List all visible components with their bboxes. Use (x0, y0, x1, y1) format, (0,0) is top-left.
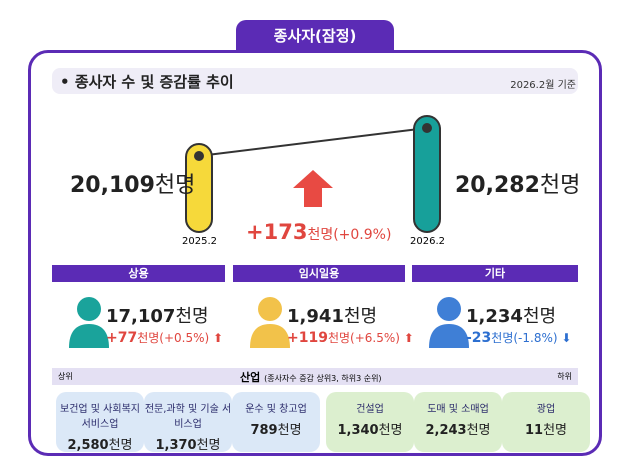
industry-card: 건설업 1,340천명 (326, 392, 414, 452)
industry-card: 도매 및 소매업 2,243천명 (414, 392, 502, 452)
text: 2,580 (67, 438, 109, 453)
text: 도매 및 소매업 (427, 404, 489, 415)
text: 1,941 (287, 306, 344, 327)
tab: 종사자(잠정) (236, 20, 394, 52)
dot (422, 123, 432, 133)
text: 1,234 (466, 306, 523, 327)
period: 2025.2 (182, 236, 217, 247)
basis: 2026.2월 기준 (510, 80, 576, 91)
bottom-label: 하위 (557, 372, 572, 381)
text: 건설업 (356, 404, 384, 415)
dot (194, 151, 204, 161)
text: 운수 및 창고업 (245, 404, 307, 415)
text: 789 (250, 423, 278, 438)
text: 산업 (240, 371, 261, 384)
left-value: 20,109천명 (70, 167, 195, 199)
text: 천명 (108, 438, 133, 453)
person-icon (69, 297, 109, 348)
group-change: +77천명(+0.5%) ⬆ (106, 330, 224, 346)
title: 종사자 수 및 증감률 추이 (74, 73, 234, 91)
text: 11 (524, 423, 544, 438)
total-change: +173천명(+0.9%) (246, 220, 391, 244)
text: 천명 (277, 423, 302, 438)
group-header: 임시일용 (233, 265, 405, 282)
header-title: • 종사자 수 및 증감률 추이 (60, 73, 234, 91)
text: 천명 (196, 438, 221, 453)
industry-card: 운수 및 창고업 789천명 (232, 392, 320, 452)
text: 천명 (522, 306, 557, 327)
industry-card: 광업 11천명 (502, 392, 590, 452)
top-label: 상위 (58, 372, 73, 381)
text: 천명 (539, 173, 581, 198)
text: (종사자수 증감 상위3, 하위3 순위) (264, 374, 382, 383)
text: 전문,과학 및 기술 서비스업 (144, 404, 232, 430)
text: +173 (246, 220, 308, 244)
text: 천명(-1.8%) (491, 331, 558, 345)
right-value: 20,282천명 (455, 167, 580, 199)
group-change: -23천명(-1.8%) ⬇ (466, 330, 572, 346)
industry-bar (52, 368, 578, 385)
person-icon (250, 297, 290, 348)
industry-card: 보건업 및 사회복지 서비스업 2,580천명 (56, 392, 144, 453)
group-value: 1,941천명 (287, 302, 377, 328)
text: -23 (466, 330, 492, 346)
group-change: +119천명(+6.5%) ⬆ (287, 330, 414, 346)
group-value: 1,234천명 (466, 302, 556, 328)
text: 천명 (175, 306, 209, 327)
pillar-right (413, 115, 441, 233)
text: 1,340 (337, 423, 379, 438)
text: 천명 (543, 423, 567, 438)
text: +119 (287, 330, 328, 346)
pillar-left (185, 143, 213, 233)
trend-graphic (185, 115, 441, 233)
text: 보건업 및 사회복지 서비스업 (60, 404, 140, 430)
text: 천명 (378, 423, 403, 438)
group-value: 17,107천명 (106, 302, 209, 328)
text: +77 (106, 330, 138, 346)
group-header: 기타 (412, 265, 578, 282)
page: 종사자(잠정) • 종사자 수 및 증감률 추이 2026.2월 기준 20,1… (28, 20, 602, 456)
text: 20,109 (70, 173, 155, 198)
industry-title: 산업 (종사자수 증감 상위3, 하위3 순위) (240, 369, 382, 385)
connector (198, 127, 428, 157)
text: 천명(+6.5%) (327, 331, 400, 345)
text: 천명 (154, 173, 196, 198)
text: 1,370 (155, 438, 197, 453)
up-arrow (293, 170, 333, 207)
text: 천명 (466, 423, 491, 438)
text: 천명(+0.9%) (307, 227, 392, 243)
period: 2026.2 (410, 236, 445, 247)
text: 2,243 (425, 423, 467, 438)
person-icon (429, 297, 469, 348)
text: 천명 (343, 306, 378, 327)
text: 천명(+0.5%) (137, 331, 210, 345)
text: 20,282 (455, 173, 540, 198)
header-bar (52, 68, 578, 94)
text: 광업 (536, 404, 556, 415)
group-header: 상용 (52, 265, 225, 282)
industry-card: 전문,과학 및 기술 서비스업 1,370천명 (144, 392, 232, 453)
text: 17,107 (106, 306, 176, 327)
